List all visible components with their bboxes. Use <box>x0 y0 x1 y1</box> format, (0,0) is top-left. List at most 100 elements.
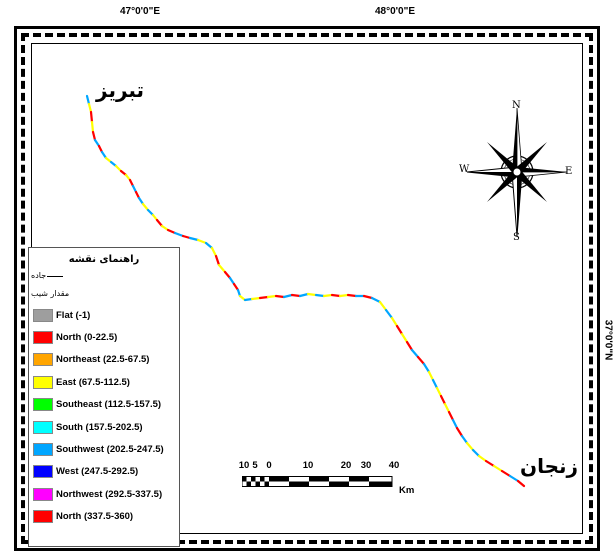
legend-item: Northwest (292.5-337.5) <box>29 483 179 505</box>
scale-tick-label: 0 <box>266 460 272 471</box>
road-segment <box>306 292 318 297</box>
road-segment <box>89 110 94 124</box>
road-segment <box>443 402 451 414</box>
compass-north-label: N <box>512 100 521 111</box>
road-segment <box>431 378 439 390</box>
legend-items: Flat (-1) North (0-22.5) Northeast (22.5-6… <box>29 304 179 528</box>
scale-tick-label: 10 <box>302 460 314 471</box>
road-segment <box>330 293 342 298</box>
legend-item: Southeast (112.5-157.5) <box>29 394 179 416</box>
legend-item-label: South (157.5-202.5) <box>56 421 143 433</box>
road-segment <box>97 144 104 154</box>
road-segment <box>282 293 294 299</box>
road-segment <box>410 348 420 359</box>
city-label-tabriz: تبریز <box>96 78 145 102</box>
road-segment <box>508 474 520 483</box>
road-segment <box>204 241 214 250</box>
legend-item-label: North (0-22.5) <box>56 332 118 344</box>
road-segment <box>250 296 262 301</box>
road-segment <box>492 464 504 473</box>
road-segment <box>314 293 326 298</box>
road-segment <box>451 418 459 430</box>
legend-item-label: West (247.5-292.5) <box>56 466 139 478</box>
road-segment <box>243 297 254 302</box>
road-segment <box>465 441 475 452</box>
compass-east-label: E <box>565 166 573 177</box>
compass-rose-icon <box>466 107 568 237</box>
road-segment <box>370 296 382 304</box>
road-segment <box>390 316 399 328</box>
road-segment <box>155 218 164 228</box>
road-segment <box>266 294 278 299</box>
legend-item-label: North (337.5-360) <box>56 511 134 523</box>
longitude-label-47: 47°0'0"E <box>119 6 161 17</box>
legend-swatch <box>33 353 53 367</box>
road-segment <box>384 308 394 320</box>
road-segment <box>416 355 426 366</box>
road-segment <box>378 300 388 312</box>
road-segment <box>460 434 469 445</box>
road-segment <box>93 138 101 148</box>
scale-tick-label: 20 <box>340 460 352 471</box>
map-legend: راهنمای نقشه جاده مقدار شیب Flat (-1) Nor… <box>28 247 180 547</box>
legend-swatch <box>33 331 53 345</box>
road-segment <box>181 234 192 240</box>
road-segment <box>395 324 404 336</box>
road-segment <box>85 94 91 106</box>
road-segment <box>146 208 155 217</box>
scale-unit: Km <box>399 485 415 496</box>
road-segment <box>91 130 97 142</box>
road-segment <box>422 362 431 374</box>
road-segment <box>141 202 150 212</box>
road-segment <box>134 190 141 200</box>
road-segment <box>484 459 496 468</box>
road-segment <box>435 386 443 398</box>
road-line-swatch <box>47 276 63 277</box>
legend-swatch <box>33 308 53 322</box>
road-segment <box>131 184 138 194</box>
legend-swatch <box>33 487 53 501</box>
road-segment <box>427 370 435 382</box>
legend-item: North (337.5-360) <box>29 506 179 528</box>
legend-item-label: East (67.5-112.5) <box>56 376 130 388</box>
legend-swatch <box>33 443 53 457</box>
compass-west-label: W <box>459 164 470 175</box>
road-segment <box>188 236 200 242</box>
legend-item: Southwest (202.5-247.5) <box>29 438 179 460</box>
road-segment <box>274 294 286 299</box>
legend-road-entry: جاده <box>29 271 179 285</box>
legend-title: راهنمای نقشه <box>68 254 140 265</box>
compass-south-label: S <box>513 232 520 243</box>
road-segment <box>137 196 145 206</box>
scale-tick-label: 30 <box>360 460 372 471</box>
road-segment <box>290 293 302 298</box>
scale-bar-graphic <box>242 476 393 487</box>
road-segment <box>87 102 93 114</box>
road-segment <box>232 282 240 292</box>
scale-tick-label: 40 <box>388 460 400 471</box>
road-segment <box>160 224 170 232</box>
legend-road-label: جاده <box>31 271 47 280</box>
road-segment <box>228 276 236 286</box>
legend-swatch <box>33 510 53 524</box>
road-segment <box>500 469 512 478</box>
legend-swatch <box>33 398 53 412</box>
city-label-zanjan: زنجان <box>520 454 579 478</box>
road-segment <box>90 120 95 134</box>
road-segment <box>322 293 334 298</box>
road-segment <box>166 228 177 235</box>
road-segment <box>362 294 374 300</box>
road-segment <box>471 448 481 458</box>
legend-item: North (0-22.5) <box>29 326 179 348</box>
legend-item: East (67.5-112.5) <box>29 371 179 393</box>
road-segment <box>100 150 108 160</box>
road-segment <box>223 270 232 280</box>
legend-swatch <box>33 420 53 434</box>
road-segment <box>439 394 447 406</box>
road-segment <box>298 292 310 298</box>
legend-item: Northeast (22.5-67.5) <box>29 349 179 371</box>
legend-item-label: Northwest (292.5-337.5) <box>56 488 163 500</box>
road-segment <box>128 178 135 188</box>
longitude-label-48: 48°0'0"E <box>374 6 416 17</box>
legend-item-label: Southwest (202.5-247.5) <box>56 444 164 456</box>
